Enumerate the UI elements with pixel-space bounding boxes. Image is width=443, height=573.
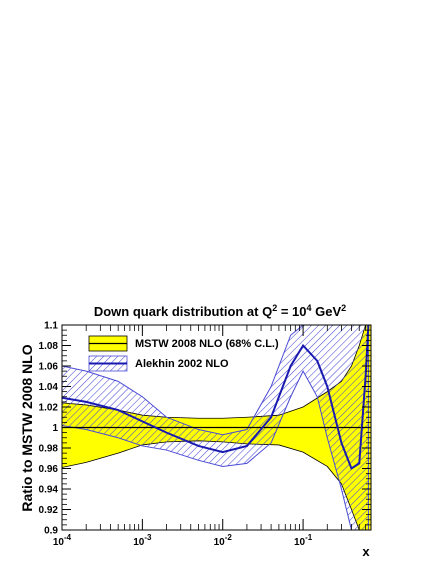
y-tick-label: 1 — [52, 423, 58, 434]
x-tick-label: 10-1 — [294, 533, 313, 548]
y-tick-label: 0.96 — [39, 464, 59, 475]
y-axis: 0.9 0.92 0.94 0.96 0.98 1 1.02 1.04 1.06 1.08 1.1 — [39, 321, 371, 537]
y-tick-label: 1.08 — [39, 341, 59, 352]
y-tick-label: 0.92 — [39, 505, 59, 516]
y-tick-label: 1.06 — [39, 362, 59, 373]
x-tick-label: 10-2 — [214, 533, 233, 548]
alekhin-central-line — [62, 325, 370, 471]
y-tick-label: 0.98 — [39, 444, 59, 455]
x-tick-label: 10-4 — [53, 533, 72, 548]
chart-title: Down quark distribution at Q2 = 104 GeV2 — [94, 303, 346, 319]
plot-area — [62, 325, 371, 530]
y-tick-label: 0.9 — [44, 526, 58, 537]
legend-label-alekhin: Alekhin 2002 NLO — [135, 358, 229, 370]
alekhin-band — [62, 325, 369, 530]
x-axis: 10-4 10-3 10-2 10-1 — [53, 325, 372, 548]
x-axis-label: x — [362, 544, 370, 559]
y-tick-label: 1.1 — [44, 321, 58, 332]
legend-label-mstw: MSTW 2008 NLO (68% C.L.) — [135, 338, 279, 350]
x-tick-label: 10-3 — [133, 533, 152, 548]
legend: MSTW 2008 NLO (68% C.L.) Alekhin 2002 NL… — [88, 335, 279, 372]
y-axis-label: Ratio to MSTW 2008 NLO — [19, 344, 35, 511]
y-tick-label: 1.04 — [39, 382, 59, 393]
y-tick-label: 0.94 — [39, 485, 59, 496]
y-tick-label: 1.02 — [39, 403, 59, 414]
